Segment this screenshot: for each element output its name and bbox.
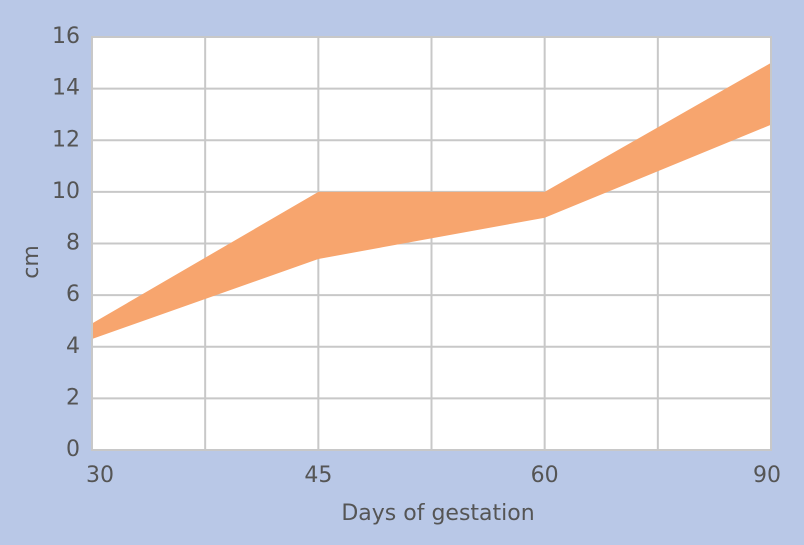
x-tick-label: 30 [86, 463, 114, 488]
y-tick-label: 10 [52, 179, 80, 204]
y-tick-label: 4 [66, 334, 80, 359]
plot-border [91, 36, 772, 451]
y-tick-label: 16 [52, 24, 80, 49]
y-tick-label: 0 [66, 437, 80, 462]
y-tick-label: 8 [66, 231, 80, 256]
x-axis-label: Days of gestation [341, 501, 534, 526]
band-area [92, 62, 771, 340]
x-tick-label: 60 [531, 463, 559, 488]
y-tick-label: 2 [66, 385, 80, 410]
y-axis-label: cm [19, 245, 44, 279]
y-tick-label: 14 [52, 76, 80, 101]
x-tick-label: 45 [304, 463, 332, 488]
y-tick-label: 12 [52, 127, 80, 152]
y-tick-label: 6 [66, 282, 80, 307]
x-tick-label: 90 [753, 463, 781, 488]
